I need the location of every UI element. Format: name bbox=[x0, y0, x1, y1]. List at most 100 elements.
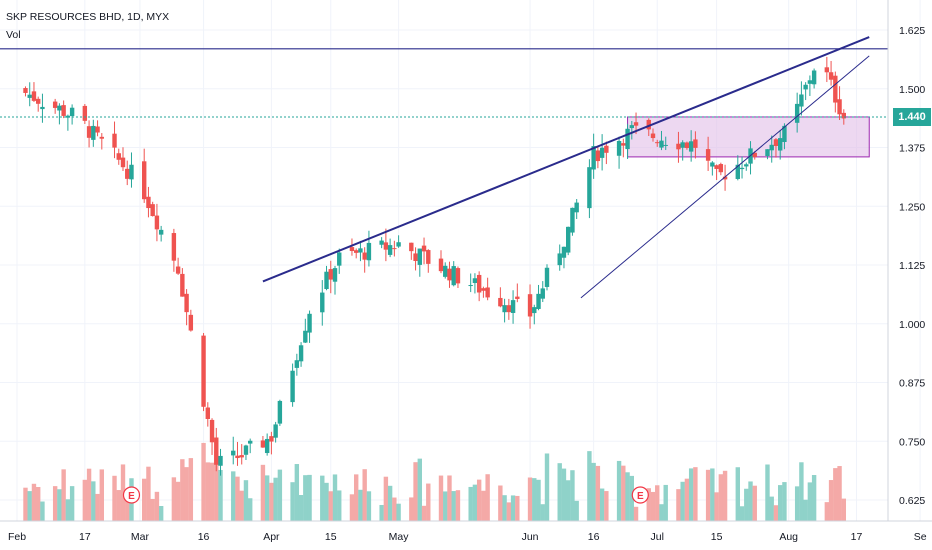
candle-body bbox=[625, 128, 630, 150]
volume-bar bbox=[273, 477, 278, 521]
volume-bar bbox=[201, 442, 206, 521]
volume-bar bbox=[116, 490, 121, 521]
candle-body bbox=[379, 240, 384, 245]
candle-body bbox=[328, 269, 333, 280]
candle-body bbox=[655, 142, 660, 144]
drawings-front bbox=[0, 36, 888, 299]
candle-body bbox=[536, 293, 541, 309]
volume-bar bbox=[99, 469, 104, 521]
candle-body bbox=[472, 278, 478, 284]
volume-bar bbox=[269, 482, 274, 521]
volume-bar bbox=[36, 487, 41, 521]
volume-bar bbox=[498, 485, 503, 521]
time-axis[interactable]: Feb 17 Mar 16 Apr 15 May Jun 16 Jul 15 Aug 17 Se bbox=[8, 531, 927, 543]
volume-bar bbox=[320, 475, 325, 521]
volume-bar bbox=[752, 485, 757, 521]
candle-body bbox=[621, 143, 626, 146]
volume-bar bbox=[23, 487, 28, 521]
volume-bar bbox=[472, 484, 478, 521]
candle-body bbox=[574, 202, 579, 213]
volume-bar bbox=[146, 466, 151, 521]
candle-body bbox=[591, 146, 596, 170]
volume-bar bbox=[362, 469, 367, 521]
volume-bar bbox=[837, 466, 842, 521]
candle-body bbox=[769, 144, 774, 151]
volume-bar bbox=[57, 489, 62, 521]
volume-bar bbox=[604, 491, 609, 521]
candle-body bbox=[214, 437, 219, 465]
candle-body bbox=[158, 229, 164, 235]
candle-body bbox=[129, 164, 134, 180]
candle-body bbox=[510, 300, 516, 313]
candle-body bbox=[833, 75, 838, 103]
volume-bar bbox=[277, 469, 283, 521]
volume-bar bbox=[294, 464, 300, 521]
volume-bar bbox=[438, 475, 444, 521]
candle-body bbox=[718, 164, 724, 173]
time-tick-label: Aug bbox=[779, 531, 798, 543]
candle-body bbox=[527, 294, 533, 317]
candle-body bbox=[180, 273, 185, 297]
volume-bar bbox=[476, 479, 482, 521]
candle-body bbox=[201, 335, 206, 407]
volume-bar bbox=[86, 468, 92, 521]
candle-body bbox=[303, 330, 308, 343]
candle-body bbox=[570, 207, 575, 233]
candle-body bbox=[599, 147, 605, 158]
volume-bar bbox=[824, 502, 830, 521]
volume-bar bbox=[396, 503, 401, 521]
candle-body bbox=[264, 438, 270, 454]
time-tick-label: 17 bbox=[851, 531, 863, 543]
volume-bar bbox=[595, 465, 601, 521]
candle-body bbox=[218, 455, 223, 466]
candle-body bbox=[421, 245, 427, 252]
candle-body bbox=[269, 436, 274, 442]
volume-bar bbox=[680, 481, 685, 521]
volume-bar bbox=[235, 476, 240, 521]
candle-body bbox=[557, 253, 562, 266]
volume-bar bbox=[447, 475, 452, 521]
candle-body bbox=[765, 149, 770, 156]
volume-bar bbox=[417, 458, 422, 521]
volume-bar bbox=[218, 469, 223, 521]
candle-body bbox=[307, 313, 312, 333]
volume-bar bbox=[175, 481, 181, 521]
price-axis[interactable]: 1.625 1.500 1.375 1.250 1.125 1.000 0.875 0.750… bbox=[899, 25, 925, 507]
volume-bar bbox=[782, 482, 787, 521]
volume-bar bbox=[52, 486, 58, 521]
chart-title: SKP RESOURCES BHD, 1D, MYX bbox=[6, 11, 170, 23]
volume-bar bbox=[298, 495, 304, 521]
volume-bar bbox=[366, 491, 372, 521]
volume-bar bbox=[349, 494, 355, 521]
candle-body bbox=[803, 84, 808, 90]
candle-body bbox=[298, 345, 304, 362]
volume-bar bbox=[82, 479, 88, 521]
volume-bar bbox=[684, 478, 690, 521]
volume-bar bbox=[95, 493, 100, 521]
volume-bar bbox=[142, 478, 147, 521]
candle-body bbox=[231, 450, 236, 456]
candle-body bbox=[112, 133, 117, 148]
volume-bar bbox=[303, 475, 308, 521]
volume-bar bbox=[485, 474, 490, 521]
volume-bar bbox=[239, 490, 244, 521]
candle-body bbox=[243, 445, 249, 455]
time-tick-label: 17 bbox=[79, 531, 91, 543]
volume-bar bbox=[61, 469, 66, 521]
candle-body bbox=[502, 305, 507, 313]
volume-bar bbox=[290, 482, 295, 521]
volume-bar bbox=[722, 470, 728, 521]
volume-indicator-label[interactable]: Vol bbox=[6, 29, 21, 41]
upper-trendline bbox=[262, 36, 870, 283]
volume-bar bbox=[633, 506, 639, 521]
candle-body bbox=[99, 136, 104, 139]
volume-bar bbox=[646, 488, 651, 521]
candle-body bbox=[290, 370, 295, 403]
candle-body bbox=[86, 126, 92, 138]
volume-bar bbox=[841, 498, 846, 521]
candle-body bbox=[324, 271, 329, 290]
volume-bar bbox=[112, 475, 117, 521]
price-tick-label: 1.125 bbox=[899, 260, 925, 272]
